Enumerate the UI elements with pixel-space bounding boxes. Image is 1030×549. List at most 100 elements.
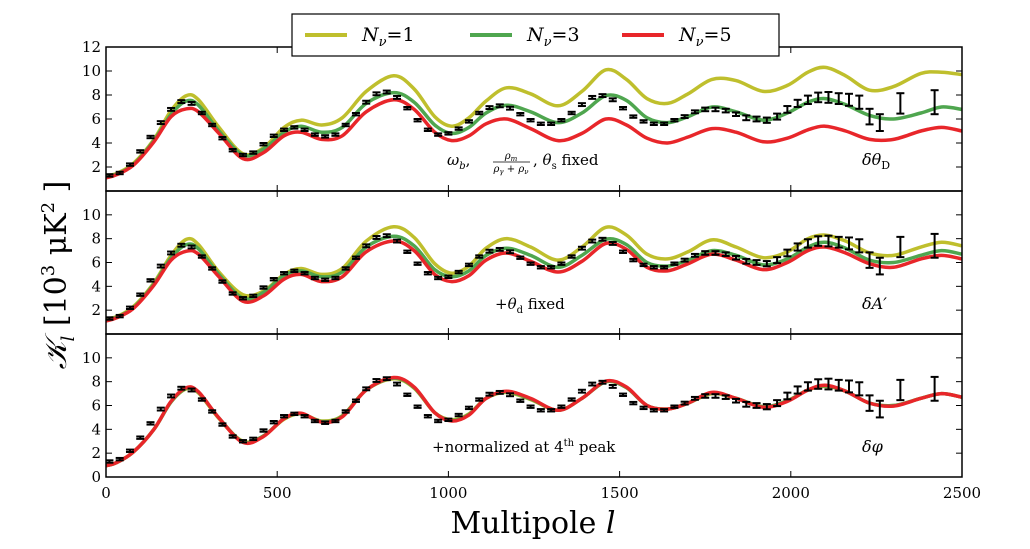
data-point	[855, 381, 864, 397]
data-point	[249, 150, 258, 155]
data-point	[434, 418, 443, 424]
data-point	[341, 122, 350, 128]
data-point	[167, 393, 176, 399]
data-point	[115, 170, 124, 176]
data-point	[711, 250, 720, 256]
data-point	[649, 121, 658, 126]
data-point	[803, 238, 812, 249]
data-point	[393, 94, 402, 100]
data-point	[218, 136, 227, 141]
data-point	[721, 251, 730, 257]
y-tick-label: 8	[91, 373, 101, 391]
data-point	[136, 292, 145, 297]
data-point	[351, 398, 360, 403]
data-point	[670, 118, 679, 123]
panel-annotation-tail: , θs fixed	[533, 151, 599, 172]
data-point	[136, 435, 145, 440]
data-point	[218, 279, 227, 284]
data-point	[526, 261, 535, 266]
data-point	[280, 271, 289, 276]
data-point	[506, 392, 515, 398]
data-point	[619, 249, 628, 254]
data-point	[156, 120, 165, 126]
data-point	[444, 274, 453, 279]
data-point	[197, 110, 206, 116]
data-point	[351, 112, 360, 117]
data-point	[649, 408, 658, 413]
data-point	[464, 405, 473, 411]
data-point	[516, 255, 525, 260]
legend: Nν=1 Nν=3 Nν=5	[291, 13, 780, 57]
data-point	[423, 414, 432, 419]
data-point	[300, 414, 309, 419]
data-point	[526, 118, 535, 123]
data-point	[249, 293, 258, 299]
data-point	[310, 418, 319, 424]
data-point	[506, 105, 515, 111]
data-point	[845, 236, 854, 251]
data-point	[732, 254, 741, 261]
panel-annotation: +θd fixed	[495, 295, 565, 316]
data-point	[670, 261, 679, 266]
panel-right-label: δφ	[862, 437, 884, 456]
data-point	[845, 379, 854, 394]
data-point	[773, 399, 782, 408]
data-point	[803, 94, 812, 105]
data-point	[577, 388, 586, 394]
y-tick-label: 10	[82, 62, 101, 80]
data-point	[125, 448, 134, 453]
data-point	[341, 409, 350, 414]
data-point	[372, 91, 381, 97]
data-point	[803, 381, 812, 392]
data-point	[485, 391, 494, 397]
data-point	[393, 381, 402, 387]
data-point	[896, 235, 905, 259]
data-point	[598, 379, 607, 385]
y-tick-label: 8	[91, 230, 101, 248]
data-point	[464, 119, 473, 124]
data-point	[454, 412, 463, 418]
legend-label-3: Nν=5	[678, 24, 732, 50]
legend-label-2: Nν=3	[526, 24, 580, 50]
data-point	[485, 105, 494, 111]
data-point	[238, 152, 247, 158]
data-point	[834, 235, 843, 249]
data-point	[516, 112, 525, 117]
x-tick-label: 1500	[601, 484, 639, 502]
x-axis-label: Multipole l	[450, 506, 615, 541]
data-point	[321, 277, 330, 282]
data-point	[834, 92, 843, 105]
data-point	[475, 110, 484, 116]
data-point	[125, 162, 134, 167]
x-tick-label: 2500	[943, 484, 981, 502]
x-tick-label: 1000	[429, 484, 467, 502]
y-tick-label: 4	[91, 134, 101, 152]
legend-box	[291, 13, 780, 57]
y-tick-label: 2	[91, 444, 101, 462]
data-point	[403, 392, 412, 397]
data-point	[930, 232, 939, 259]
annotation-fraction-denominator: ργ + ρν	[493, 164, 530, 176]
data-point	[598, 236, 607, 242]
series-line-3	[106, 239, 962, 323]
panel-right-label: δA′	[862, 294, 887, 313]
data-point	[762, 116, 771, 124]
data-point	[865, 251, 874, 269]
data-point	[773, 112, 782, 121]
data-point	[238, 439, 247, 444]
data-point	[300, 127, 309, 132]
data-point	[629, 114, 638, 119]
data-point	[855, 238, 864, 254]
data-point	[701, 106, 710, 113]
data-point	[259, 285, 268, 290]
data-point	[475, 397, 484, 402]
data-point	[280, 127, 289, 132]
data-point	[495, 389, 504, 395]
data-point	[814, 235, 823, 247]
data-point	[547, 408, 556, 413]
data-point	[187, 244, 196, 250]
data-point	[403, 249, 412, 254]
data-point	[680, 257, 689, 263]
data-point	[783, 248, 792, 258]
